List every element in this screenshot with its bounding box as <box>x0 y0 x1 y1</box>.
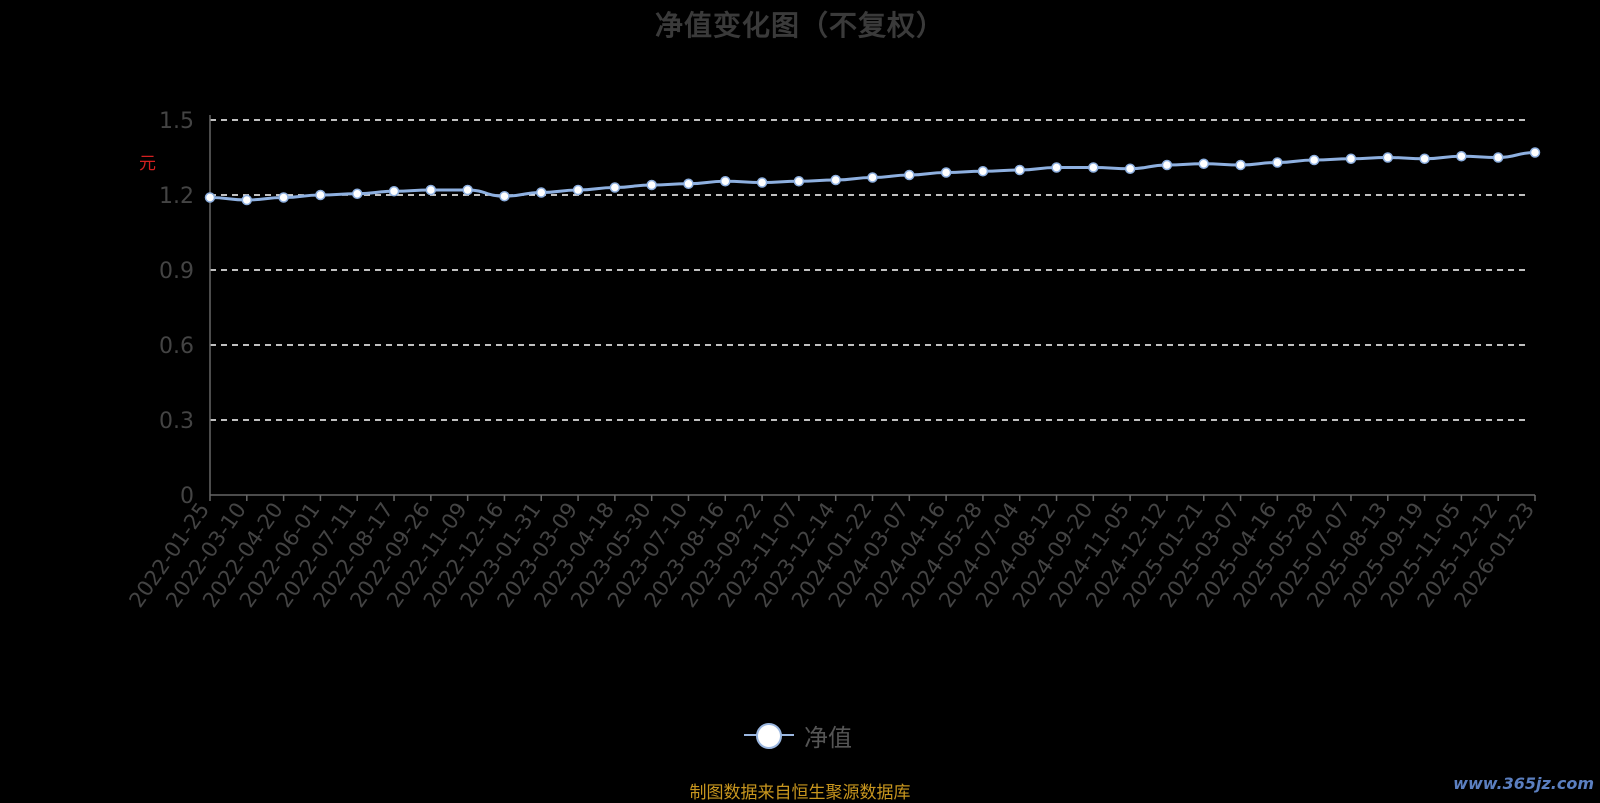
data-source-note: 制图数据来自恒生聚源数据库 <box>689 783 911 803</box>
y-tick-label: 0.9 <box>159 259 194 284</box>
data-point <box>351 188 363 199</box>
circle-marker-icon <box>744 720 794 750</box>
data-point <box>793 176 805 187</box>
data-point <box>977 166 989 177</box>
data-point <box>1456 151 1467 162</box>
data-point <box>683 178 694 189</box>
data-point <box>425 184 437 196</box>
data-point <box>315 189 326 201</box>
data-point <box>756 177 768 188</box>
legend-label: 净值 <box>804 723 852 752</box>
data-point <box>1272 157 1283 168</box>
data-point <box>1382 152 1394 163</box>
data-point <box>1308 154 1320 166</box>
data-point <box>1529 147 1541 158</box>
data-point <box>1419 153 1430 164</box>
chart-title: 净值变化图（不复权） <box>654 9 945 42</box>
data-point <box>499 191 510 202</box>
y-tick-label: 0.6 <box>159 334 194 359</box>
grid-lines <box>210 119 1527 421</box>
data-point <box>940 167 952 178</box>
data-point <box>720 176 731 187</box>
data-point <box>609 182 621 193</box>
y-axis-unit-label: 元 <box>139 154 156 174</box>
data-point <box>1492 152 1504 163</box>
data-point <box>1161 159 1173 171</box>
data-point <box>388 186 400 197</box>
series-layer <box>204 147 1541 206</box>
data-point <box>1198 158 1209 169</box>
y-tick-label: 1.5 <box>159 109 194 134</box>
y-tick-label: 0.3 <box>159 409 194 434</box>
data-point <box>462 184 473 196</box>
data-point <box>536 187 547 198</box>
data-point <box>1345 153 1357 164</box>
x-tick-labels: 2022-01-252022-03-102022-04-202022-06-01… <box>124 498 1539 612</box>
data-point <box>1235 159 1246 171</box>
watermark: www.365jz.com <box>1453 774 1594 793</box>
data-point <box>572 184 584 196</box>
data-point <box>241 194 253 206</box>
y-tick-label: 1.2 <box>159 184 194 209</box>
data-point <box>1088 162 1099 173</box>
y-tick-label: 0 <box>180 484 194 509</box>
y-tick-labels: 0 0.3 0.6 0.9 1.2 1.5 <box>159 109 194 509</box>
data-point <box>830 174 841 186</box>
data-point <box>278 192 289 203</box>
data-point <box>1051 162 1062 173</box>
data-point <box>646 179 657 191</box>
axes <box>209 115 1536 501</box>
data-point <box>204 192 216 203</box>
legend[interactable]: 净值 <box>744 720 852 752</box>
data-point <box>904 169 915 181</box>
data-point <box>867 172 878 183</box>
data-point <box>1124 163 1136 174</box>
data-point <box>1014 164 1025 176</box>
